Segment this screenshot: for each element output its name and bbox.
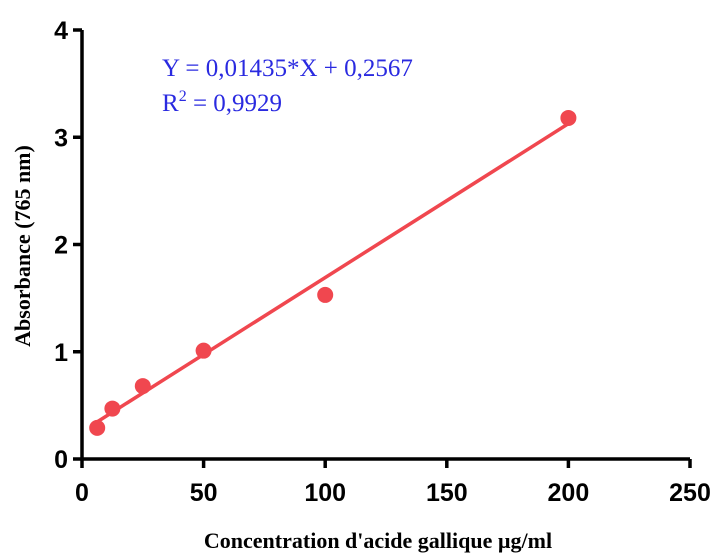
regression-line xyxy=(97,124,568,422)
y-tick-label: 2 xyxy=(54,232,68,260)
y-tick-label: 0 xyxy=(54,446,68,474)
data-point xyxy=(317,287,333,303)
y-tick-label: 4 xyxy=(54,17,68,45)
data-point xyxy=(560,110,576,126)
x-axis-ticks: 0 50 100 150 200 250 xyxy=(75,459,711,507)
x-tick-label: 0 xyxy=(75,479,89,507)
y-tick-label: 3 xyxy=(54,124,68,152)
regression-equation: Y = 0,01435*X + 0,2567 xyxy=(162,55,413,82)
data-point xyxy=(89,420,105,436)
y-tick-label: 1 xyxy=(54,339,68,367)
x-tick-label: 150 xyxy=(426,479,468,507)
x-tick-label: 200 xyxy=(548,479,590,507)
data-point xyxy=(104,401,120,417)
data-point xyxy=(196,343,212,359)
x-axis-title: Concentration d'acide gallique µg/ml xyxy=(204,528,552,553)
r-squared: R2 = 0,9929 xyxy=(162,88,282,117)
x-tick-label: 250 xyxy=(669,479,711,507)
y-axis-title: Absorbance (765 nm) xyxy=(10,145,35,347)
y-axis-ticks: 0 1 2 3 4 xyxy=(54,17,82,474)
x-tick-label: 50 xyxy=(190,479,218,507)
data-point xyxy=(135,378,151,394)
x-tick-label: 100 xyxy=(304,479,346,507)
